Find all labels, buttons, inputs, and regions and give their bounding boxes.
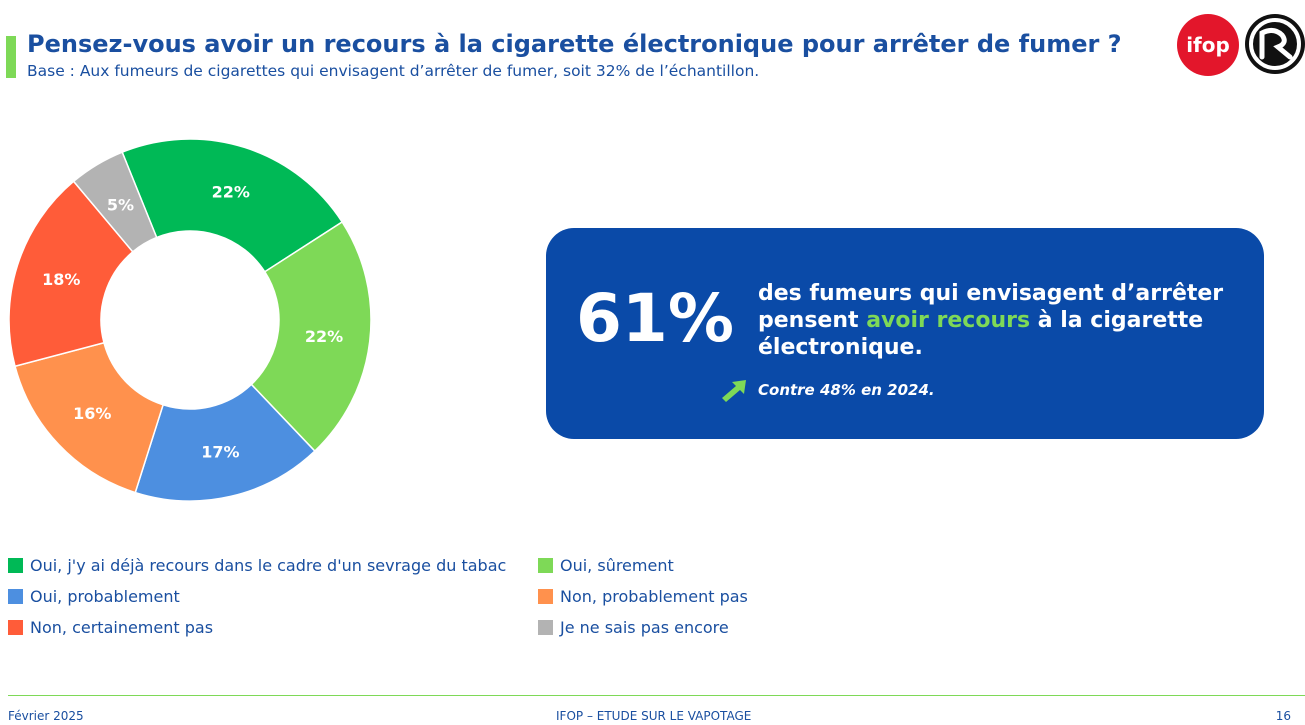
- page-title: Pensez-vous avoir un recours à la cigare…: [27, 30, 1122, 58]
- key-figure-callout: 61% des fumeurs qui envisagent d’arrêter…: [546, 228, 1264, 439]
- legend-label: Non, probablement pas: [560, 587, 748, 606]
- donut-slice: [8, 180, 134, 368]
- legend-label: Non, certainement pas: [30, 618, 214, 637]
- footer-divider: [8, 695, 1305, 696]
- trend-text: Contre 48% en 2024.: [758, 381, 935, 399]
- legend-swatch: [8, 558, 23, 573]
- legend-swatch: [538, 589, 553, 604]
- legend-label: Oui, sûrement: [560, 556, 674, 575]
- legend-swatch: [538, 558, 553, 573]
- legend-label: Oui, j'y ai déjà recours dans le cadre d…: [30, 556, 507, 575]
- legend-swatch: [538, 620, 553, 635]
- slice-value-label: 5%: [107, 195, 134, 214]
- slice-value-label: 22%: [305, 327, 343, 346]
- key-figure-text: des fumeurs qui envisagent d’arrêter pen…: [758, 281, 1224, 360]
- seal-logo-icon: [1245, 14, 1305, 74]
- legend-item: Oui, sûrement: [538, 556, 674, 575]
- legend-item: Non, certainement pas: [8, 618, 213, 637]
- legend-label: Oui, probablement: [30, 587, 180, 606]
- ifop-logo: ifop: [1177, 14, 1239, 76]
- trend-row: Contre 48% en 2024.: [720, 378, 935, 402]
- legend-swatch: [8, 620, 23, 635]
- legend-label: Je ne sais pas encore: [560, 618, 729, 637]
- key-figure-highlight: avoir recours: [866, 308, 1031, 333]
- legend-item: Je ne sais pas encore: [538, 618, 729, 637]
- footer-page-number: 16: [1275, 709, 1291, 723]
- legend-swatch: [8, 589, 23, 604]
- legend-item: Oui, probablement: [8, 587, 180, 606]
- slice-value-label: 18%: [42, 270, 80, 289]
- donut-slice: [72, 151, 158, 253]
- trend-up-arrow-icon: [722, 380, 746, 402]
- slice-value-label: 17%: [201, 443, 239, 462]
- footer-date: Février 2025: [8, 709, 84, 723]
- donut-slice: [121, 138, 344, 273]
- donut-slice: [250, 220, 372, 453]
- donut-chart: 22% 22% 17% 16% 18% 5%: [8, 138, 372, 502]
- donut-slice: [134, 383, 316, 502]
- slice-value-label: 22%: [212, 182, 250, 201]
- legend-item: Non, probablement pas: [538, 587, 748, 606]
- page-subtitle: Base : Aux fumeurs de cigarettes qui env…: [27, 62, 760, 80]
- donut-slice: [14, 341, 165, 494]
- key-figure-value: 61%: [576, 280, 734, 357]
- legend-item: Oui, j'y ai déjà recours dans le cadre d…: [8, 556, 506, 575]
- title-accent-bar: [6, 36, 16, 78]
- footer-study-name: IFOP – ETUDE SUR LE VAPOTAGE: [556, 709, 752, 723]
- slice-value-label: 16%: [73, 404, 111, 423]
